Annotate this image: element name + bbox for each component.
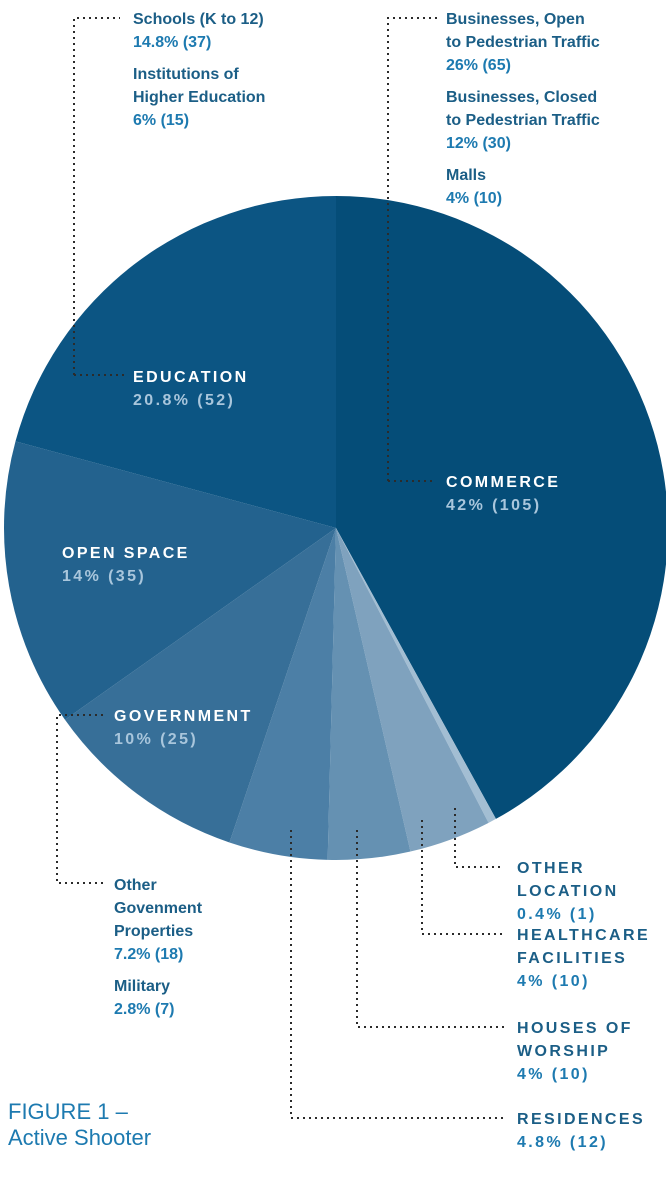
pie-slice-houses-of-worship: [327, 528, 411, 861]
leader-residences: [290, 830, 506, 1119]
malls-value: 4% (10): [446, 190, 502, 207]
label-residences: RESIDENCES: [517, 1111, 645, 1128]
higher-ed-label-line: Institutions of: [133, 66, 239, 83]
business-open-value: 26% (65): [446, 57, 511, 74]
pie-slices: [3, 196, 666, 861]
business-open-label-line: Businesses, Open: [446, 11, 585, 28]
label-other-location-line: LOCATION: [517, 883, 619, 900]
label-open-space: OPEN SPACE: [62, 545, 190, 562]
pie-slice-commerce: [336, 196, 666, 819]
government-subcategories: Other Govenment Properties 7.2% (18) Mil…: [114, 877, 206, 1018]
business-closed-label-line: to Pedestrian Traffic: [446, 112, 600, 129]
business-closed-label-line: Businesses, Closed: [446, 89, 597, 106]
other-government-label-line: Govenment: [114, 900, 203, 917]
label-healthcare-facilities: HEALTHCARE FACILITIES: [517, 927, 650, 967]
value-open-space: 14% (35): [62, 568, 146, 585]
label-houses-of-worship-line: HOUSES OF: [517, 1020, 633, 1037]
pie-slice-open-space: [3, 441, 337, 720]
figure-caption: FIGURE 1 – Active Shooter: [8, 1099, 151, 1150]
label-other-location: OTHER LOCATION: [517, 860, 619, 900]
malls-label: Malls: [446, 167, 486, 184]
business-open-label-line: to Pedestrian Traffic: [446, 34, 600, 51]
label-healthcare-facilities-line: FACILITIES: [517, 950, 627, 967]
value-other-location: 0.4% (1): [517, 906, 597, 923]
value-commerce: 42% (105): [446, 497, 541, 514]
commerce-subcategories: Businesses, Open to Pedestrian Traffic 2…: [446, 11, 602, 207]
value-education: 20.8% (52): [133, 392, 235, 409]
label-healthcare-facilities-line: HEALTHCARE: [517, 927, 650, 944]
value-residences: 4.8% (12): [517, 1134, 608, 1151]
label-houses-of-worship: HOUSES OF WORSHIP: [517, 1020, 633, 1060]
higher-ed-label-line: Higher Education: [133, 89, 265, 106]
military-label: Military: [114, 978, 170, 995]
caption-line: FIGURE 1 –: [8, 1099, 129, 1124]
schools-value: 14.8% (37): [133, 34, 211, 51]
leader-worship: [356, 830, 506, 1028]
label-open-space-line: OPEN SPACE: [62, 545, 190, 562]
label-government: GOVERNMENT: [114, 708, 253, 725]
label-residences-line: RESIDENCES: [517, 1111, 645, 1128]
business-closed-value: 12% (30): [446, 135, 511, 152]
value-houses-of-worship: 4% (10): [517, 1066, 590, 1083]
education-subcategories: Schools (K to 12) 14.8% (37) Institution…: [133, 11, 265, 129]
business-open-label: Businesses, Open to Pedestrian Traffic: [446, 11, 600, 51]
business-closed-label: Businesses, Closed to Pedestrian Traffic: [446, 89, 602, 129]
label-houses-of-worship-line: WORSHIP: [517, 1043, 610, 1060]
value-government: 10% (25): [114, 731, 198, 748]
other-government-label-line: Properties: [114, 923, 193, 940]
other-government-label-line: Other: [114, 877, 157, 894]
value-healthcare-facilities: 4% (10): [517, 973, 590, 990]
pie-slice-other-location: [336, 528, 496, 823]
caption-line: Active Shooter: [8, 1125, 151, 1150]
label-government-line: GOVERNMENT: [114, 708, 253, 725]
pie-slice-residences: [229, 528, 336, 860]
label-other-location-line: OTHER: [517, 860, 585, 877]
label-education: EDUCATION: [133, 369, 249, 386]
other-government-value: 7.2% (18): [114, 946, 183, 963]
leader-businesses: [387, 17, 438, 481]
other-government-label: Other Govenment Properties: [114, 877, 206, 940]
pie-slice-education: [15, 196, 337, 528]
leader-lines: [56, 17, 506, 1119]
higher-ed-value: 6% (15): [133, 112, 189, 129]
pie-slice-government: [64, 528, 336, 843]
category-labels: COMMERCE 42% (105) OTHER LOCATION 0.4% (1) HE…: [62, 369, 650, 1151]
leader-other-location: [454, 808, 504, 868]
higher-ed-label: Institutions of Higher Education: [133, 66, 265, 106]
military-value: 2.8% (7): [114, 1001, 174, 1018]
pie-slice-healthcare-facilities: [336, 528, 489, 852]
label-commerce-line: COMMERCE: [446, 474, 560, 491]
leader-healthcare: [421, 820, 506, 935]
label-commerce: COMMERCE: [446, 474, 560, 491]
schools-label: Schools (K to 12): [133, 11, 264, 28]
label-education-line: EDUCATION: [133, 369, 249, 386]
